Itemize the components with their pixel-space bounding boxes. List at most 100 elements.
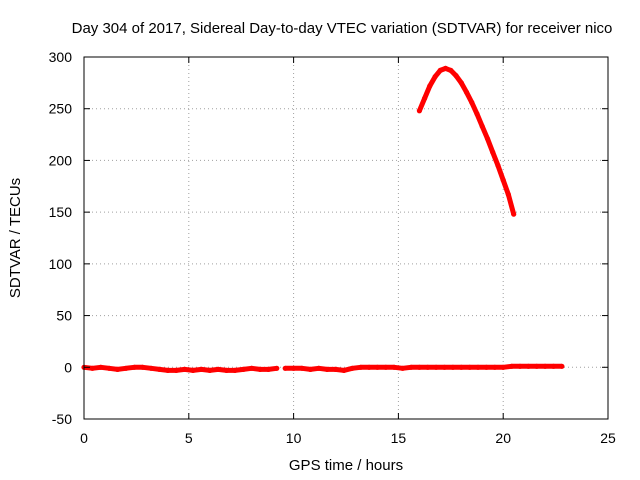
data-point (265, 366, 271, 372)
data-point (123, 365, 129, 371)
data-point (441, 364, 448, 370)
data-point (416, 364, 422, 370)
data-point (366, 364, 372, 370)
y-tick-label: 150 (49, 204, 73, 220)
data-point (517, 363, 523, 369)
series-layer (81, 65, 565, 373)
data-point (422, 95, 428, 101)
data-point (448, 67, 454, 73)
data-point (114, 366, 121, 372)
data-point (173, 367, 179, 373)
grid (84, 57, 608, 419)
x-tick-label: 10 (286, 430, 302, 446)
data-point (324, 366, 330, 372)
x-tick-label: 5 (185, 430, 193, 446)
data-point (182, 366, 188, 372)
data-point (341, 367, 347, 373)
data-point (89, 365, 95, 371)
data-point (416, 108, 422, 114)
data-point (427, 83, 433, 89)
data-point (249, 365, 255, 371)
data-point (257, 366, 263, 372)
data-point (505, 192, 511, 198)
data-point (156, 366, 163, 372)
data-point (232, 367, 238, 373)
x-tick-label: 20 (495, 430, 511, 446)
y-tick-label: 300 (49, 49, 73, 65)
data-point (450, 364, 456, 370)
data-point (437, 67, 443, 73)
data-point (559, 363, 565, 369)
data-point (240, 366, 246, 372)
data-point (291, 365, 297, 371)
y-tick-label: -50 (52, 411, 72, 427)
data-point (400, 365, 406, 371)
data-point (274, 365, 280, 371)
data-point (484, 136, 491, 142)
data-point (475, 364, 481, 370)
data-point (500, 177, 506, 183)
ticks: 0 5 10 15 20 25 -50 0 50 100 150 200 250 300 (49, 49, 616, 446)
x-tick-label: 25 (600, 430, 616, 446)
data-point (190, 367, 196, 373)
data-point (349, 365, 355, 371)
data-point (307, 366, 313, 372)
chart-title: Day 304 of 2017, Sidereal Day-to-day VTE… (72, 20, 613, 37)
data-point (299, 365, 305, 371)
data-point (453, 73, 459, 79)
data-point (525, 363, 532, 369)
data-point (391, 364, 397, 370)
data-point (198, 366, 204, 372)
x-axis-label: GPS time / hours (289, 457, 403, 474)
data-point (483, 364, 489, 370)
x-tick-label: 15 (391, 430, 407, 446)
data-point (165, 367, 171, 373)
y-tick-label: 250 (49, 101, 73, 117)
data-point (542, 363, 548, 369)
data-point (282, 365, 288, 371)
data-point (383, 364, 389, 370)
y-tick-label: 100 (49, 256, 73, 272)
data-point (467, 364, 473, 370)
series-line-0 (83, 364, 278, 373)
series-line-1 (285, 363, 562, 373)
plot-frame (83, 56, 609, 420)
data-point (432, 74, 438, 80)
data-point (492, 364, 498, 370)
y-tick-label: 0 (64, 359, 72, 375)
data-point (474, 111, 480, 117)
data-point (207, 367, 213, 373)
data-point (495, 163, 501, 169)
data-point (490, 149, 496, 155)
data-point (98, 364, 104, 370)
data-point (500, 364, 506, 370)
data-point (425, 364, 431, 370)
data-point (511, 211, 517, 217)
data-point (358, 364, 364, 370)
data-point (148, 365, 154, 371)
data-point (550, 363, 557, 369)
data-point (140, 364, 146, 370)
data-point (408, 364, 414, 370)
data-point (316, 365, 322, 371)
data-point (374, 364, 380, 370)
data-point (106, 365, 112, 371)
data-point (463, 89, 470, 95)
y-axis-label: SDTVAR / TECUs (7, 178, 24, 298)
data-point (443, 65, 449, 71)
data-point (131, 364, 137, 370)
data-point (433, 364, 439, 370)
data-point (479, 123, 485, 129)
y-tick-label: 50 (56, 308, 72, 324)
data-point (215, 366, 221, 372)
data-point (469, 99, 475, 106)
data-point (534, 363, 540, 369)
x-tick-label: 0 (80, 430, 88, 446)
data-point (458, 80, 464, 86)
y-tick-label: 200 (49, 152, 73, 168)
data-point (223, 367, 230, 373)
data-point (509, 363, 515, 369)
data-point (458, 364, 464, 370)
data-point (332, 366, 339, 372)
